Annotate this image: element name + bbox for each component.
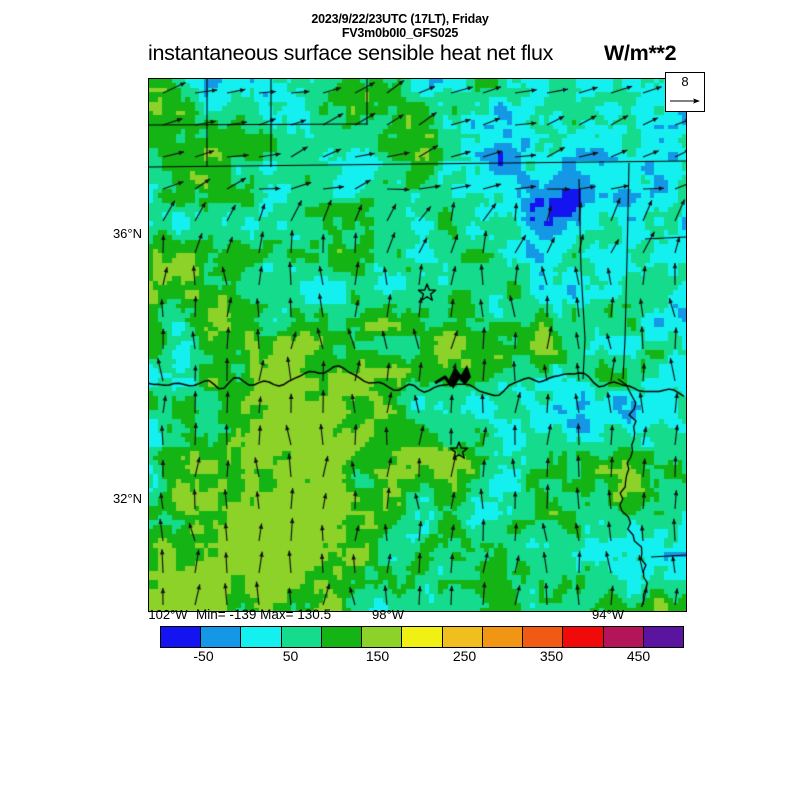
colorbar-segment (523, 627, 564, 647)
lat-label-32n: 32°N (112, 491, 142, 506)
colorbar-segment (482, 627, 524, 647)
units-label: W/m**2 (604, 41, 677, 65)
colorbar-segment (563, 627, 604, 647)
colorbar-segment (281, 627, 322, 647)
lon-label-94w: 94°W (592, 607, 624, 622)
wind-vector-arrow-icon (670, 98, 700, 104)
title-block: 2023/9/22/23UTC (17LT), Friday FV3m0b0I0… (0, 12, 800, 40)
colorbar (160, 626, 684, 648)
wind-vector-canvas (149, 79, 686, 611)
lat-label-36n: 36°N (112, 226, 142, 241)
model-title: FV3m0b0I0_GFS025 (341, 26, 459, 40)
datetime-title: 2023/9/22/23UTC (17LT), Friday (311, 12, 489, 26)
colorbar-tick-label: 50 (282, 648, 299, 664)
colorbar-tick-label: 350 (539, 648, 564, 664)
colorbar-segment (161, 627, 202, 647)
colorbar-segment (241, 627, 282, 647)
colorbar-segment (201, 627, 242, 647)
colorbar-segment (362, 627, 403, 647)
colorbar-segment (321, 627, 363, 647)
wind-reference-value: 8 (681, 74, 689, 89)
minmax-statistics: Min= -139 Max= 130.5 (196, 607, 332, 622)
lon-label-102w: 102°W (148, 607, 188, 622)
colorbar-segment (402, 627, 443, 647)
page-title: instantaneous surface sensible heat net … (148, 41, 554, 65)
colorbar-segment (442, 627, 483, 647)
wind-reference-key: 8 (665, 72, 705, 112)
colorbar-tick-label: 450 (626, 648, 651, 664)
lon-label-98w: 98°W (372, 607, 404, 622)
colorbar-tick-labels: -50 50 150 250 350 450 (160, 648, 684, 668)
colorbar-tick-label: -50 (193, 648, 214, 664)
colorbar-tick-label: 250 (452, 648, 477, 664)
colorbar-segment (643, 627, 684, 647)
map-plot-area[interactable] (148, 78, 687, 612)
colorbar-segment (603, 627, 644, 647)
colorbar-tick-label: 150 (365, 648, 390, 664)
